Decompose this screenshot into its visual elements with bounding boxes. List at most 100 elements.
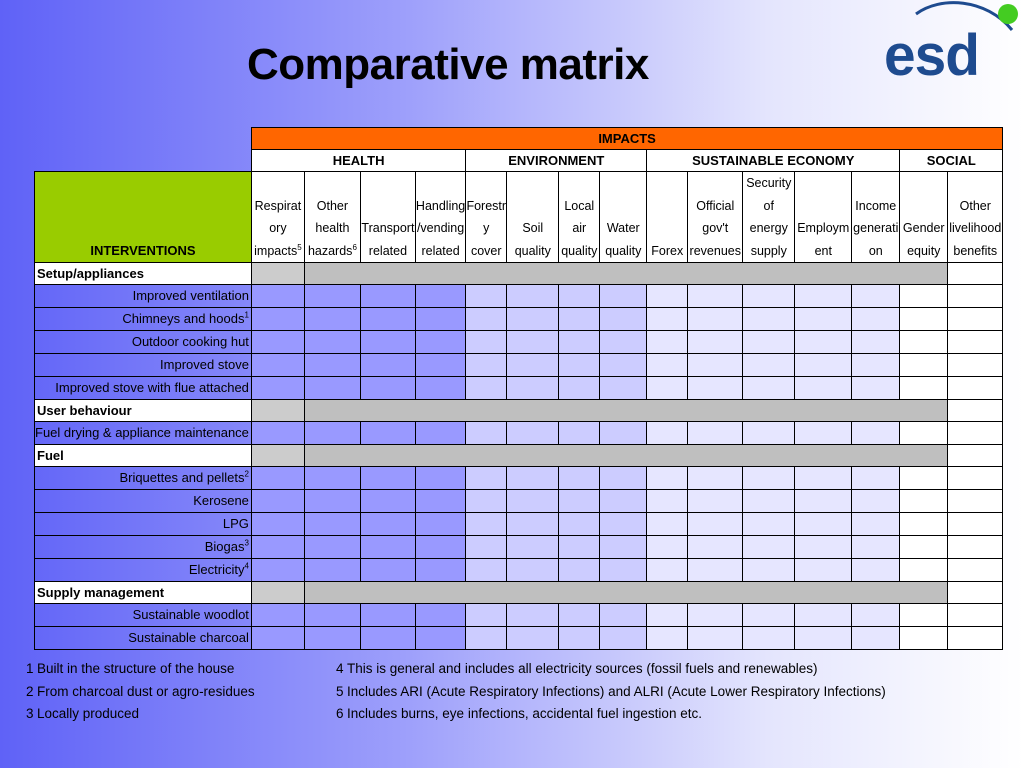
matrix-cell[interactable] <box>359 353 416 377</box>
matrix-cell[interactable] <box>303 421 361 445</box>
matrix-cell[interactable] <box>506 489 560 513</box>
matrix-cell[interactable] <box>558 512 601 536</box>
matrix-cell[interactable] <box>794 330 853 354</box>
matrix-cell[interactable] <box>303 535 361 559</box>
matrix-cell[interactable] <box>250 512 305 536</box>
matrix-cell[interactable] <box>506 284 560 308</box>
matrix-cell[interactable] <box>465 353 508 377</box>
matrix-cell[interactable] <box>646 421 689 445</box>
matrix-cell[interactable] <box>687 535 744 559</box>
matrix-cell[interactable] <box>794 376 853 400</box>
matrix-cell[interactable] <box>947 466 1004 490</box>
matrix-cell[interactable] <box>506 603 560 627</box>
matrix-cell[interactable] <box>506 535 560 559</box>
matrix-cell[interactable] <box>303 307 361 331</box>
matrix-cell[interactable] <box>794 421 853 445</box>
matrix-cell[interactable] <box>742 466 796 490</box>
matrix-cell[interactable] <box>899 489 949 513</box>
matrix-cell[interactable] <box>599 512 648 536</box>
matrix-cell[interactable] <box>250 421 305 445</box>
matrix-cell[interactable] <box>359 626 416 650</box>
matrix-cell[interactable] <box>558 603 601 627</box>
matrix-cell[interactable] <box>742 489 796 513</box>
matrix-cell[interactable] <box>465 558 508 582</box>
matrix-cell[interactable] <box>899 421 949 445</box>
matrix-cell[interactable] <box>947 535 1004 559</box>
matrix-cell[interactable] <box>414 353 467 377</box>
matrix-cell[interactable] <box>359 307 416 331</box>
matrix-cell[interactable] <box>599 466 648 490</box>
matrix-cell[interactable] <box>742 512 796 536</box>
matrix-cell[interactable] <box>414 307 467 331</box>
matrix-cell[interactable] <box>851 512 901 536</box>
matrix-cell[interactable] <box>742 353 796 377</box>
matrix-cell[interactable] <box>687 307 744 331</box>
matrix-cell[interactable] <box>303 626 361 650</box>
matrix-cell[interactable] <box>687 626 744 650</box>
matrix-cell[interactable] <box>359 284 416 308</box>
matrix-cell[interactable] <box>250 284 305 308</box>
matrix-cell[interactable] <box>742 603 796 627</box>
matrix-cell[interactable] <box>687 512 744 536</box>
matrix-cell[interactable] <box>599 421 648 445</box>
matrix-cell[interactable] <box>599 284 648 308</box>
matrix-cell[interactable] <box>359 603 416 627</box>
matrix-cell[interactable] <box>687 284 744 308</box>
matrix-cell[interactable] <box>687 603 744 627</box>
matrix-cell[interactable] <box>646 330 689 354</box>
matrix-cell[interactable] <box>250 307 305 331</box>
matrix-cell[interactable] <box>646 466 689 490</box>
matrix-cell[interactable] <box>465 512 508 536</box>
matrix-cell[interactable] <box>414 603 467 627</box>
matrix-cell[interactable] <box>794 466 853 490</box>
matrix-cell[interactable] <box>794 626 853 650</box>
matrix-cell[interactable] <box>851 376 901 400</box>
matrix-cell[interactable] <box>414 466 467 490</box>
matrix-cell[interactable] <box>742 284 796 308</box>
matrix-cell[interactable] <box>851 489 901 513</box>
matrix-cell[interactable] <box>599 535 648 559</box>
matrix-cell[interactable] <box>687 421 744 445</box>
matrix-cell[interactable] <box>742 376 796 400</box>
matrix-cell[interactable] <box>794 603 853 627</box>
matrix-cell[interactable] <box>558 626 601 650</box>
matrix-cell[interactable] <box>899 284 949 308</box>
matrix-cell[interactable] <box>465 421 508 445</box>
matrix-cell[interactable] <box>303 512 361 536</box>
matrix-cell[interactable] <box>359 466 416 490</box>
matrix-cell[interactable] <box>599 330 648 354</box>
matrix-cell[interactable] <box>558 307 601 331</box>
matrix-cell[interactable] <box>506 376 560 400</box>
matrix-cell[interactable] <box>646 603 689 627</box>
matrix-cell[interactable] <box>465 330 508 354</box>
matrix-cell[interactable] <box>250 353 305 377</box>
matrix-cell[interactable] <box>303 466 361 490</box>
matrix-cell[interactable] <box>851 466 901 490</box>
matrix-cell[interactable] <box>359 512 416 536</box>
matrix-cell[interactable] <box>599 353 648 377</box>
matrix-cell[interactable] <box>742 421 796 445</box>
matrix-cell[interactable] <box>506 307 560 331</box>
matrix-cell[interactable] <box>414 330 467 354</box>
matrix-cell[interactable] <box>558 284 601 308</box>
matrix-cell[interactable] <box>947 558 1004 582</box>
matrix-cell[interactable] <box>599 558 648 582</box>
matrix-cell[interactable] <box>742 330 796 354</box>
matrix-cell[interactable] <box>250 603 305 627</box>
matrix-cell[interactable] <box>303 558 361 582</box>
matrix-cell[interactable] <box>851 558 901 582</box>
matrix-cell[interactable] <box>899 603 949 627</box>
matrix-cell[interactable] <box>558 353 601 377</box>
matrix-cell[interactable] <box>646 284 689 308</box>
matrix-cell[interactable] <box>794 353 853 377</box>
matrix-cell[interactable] <box>465 535 508 559</box>
matrix-cell[interactable] <box>742 535 796 559</box>
matrix-cell[interactable] <box>303 376 361 400</box>
matrix-cell[interactable] <box>851 284 901 308</box>
matrix-cell[interactable] <box>794 284 853 308</box>
matrix-cell[interactable] <box>250 626 305 650</box>
matrix-cell[interactable] <box>359 421 416 445</box>
matrix-cell[interactable] <box>899 535 949 559</box>
matrix-cell[interactable] <box>899 353 949 377</box>
matrix-cell[interactable] <box>899 307 949 331</box>
